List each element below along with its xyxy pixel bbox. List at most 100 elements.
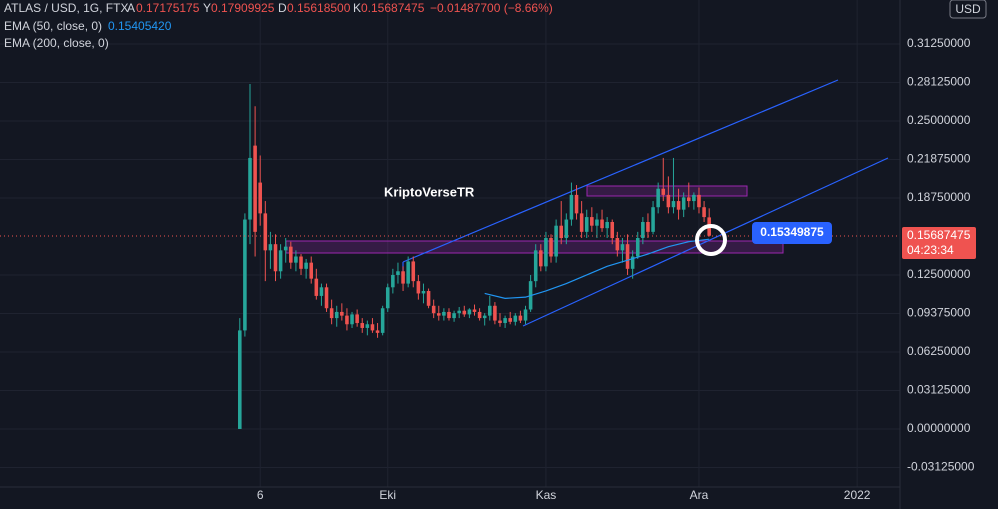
candle-body (661, 188, 666, 195)
legend-key: Y (203, 1, 211, 15)
candle-body (676, 201, 681, 210)
candle-body (477, 311, 482, 319)
candle-body (615, 238, 620, 251)
channel-line (402, 79, 839, 263)
candle-body (651, 207, 655, 232)
candle-body (421, 290, 426, 294)
candle-body (411, 261, 416, 282)
candle-body (513, 315, 518, 322)
candle-body (258, 182, 262, 214)
price-badge (902, 227, 976, 259)
legend-value: 0.17909925 (211, 1, 275, 15)
y-tick-label: 0.25000000 (907, 113, 971, 127)
candle-body (350, 314, 354, 325)
candle-body (590, 217, 594, 226)
candle-body (523, 309, 528, 321)
candle-body (574, 194, 579, 214)
candle-body (355, 314, 359, 324)
candle-body (625, 244, 630, 269)
candle-body (508, 318, 512, 322)
candle-body (666, 194, 671, 208)
candle-body (289, 246, 293, 263)
candle-body (391, 274, 395, 288)
candle-body (605, 222, 609, 229)
candle-body (600, 219, 604, 229)
candle-body (452, 313, 456, 319)
y-tick-label: 0.12500000 (907, 267, 971, 281)
candle-body (385, 287, 390, 309)
candle-body (539, 250, 543, 267)
candle-body (544, 238, 548, 267)
x-tick-label: 6 (257, 488, 264, 502)
zone-rect (586, 185, 748, 197)
candle-body (503, 318, 507, 324)
candle-body (268, 244, 273, 251)
candle-body (273, 244, 278, 272)
candle-body (299, 256, 303, 269)
ema-value: 0.15405420 (108, 19, 172, 33)
candle-body (340, 311, 344, 316)
candle-body (559, 225, 564, 239)
candle-body (595, 219, 599, 226)
y-tick-label: 0.06250000 (907, 344, 971, 358)
legend-value: 0.15687475 (361, 1, 425, 15)
ema-line (484, 238, 710, 299)
channel-line (522, 157, 889, 327)
candle-body (329, 308, 334, 319)
ema-legend: EMA (200, close, 0) (4, 36, 109, 50)
candle-body (630, 256, 635, 269)
candle-body (309, 262, 314, 279)
candle-body (380, 308, 385, 333)
callout-box (752, 222, 832, 244)
candle-body (447, 311, 451, 319)
ema-legend: EMA (50, close, 0) (4, 19, 102, 33)
candle-body (431, 305, 436, 314)
x-tick-label: 2022 (844, 488, 871, 502)
candle-body (610, 222, 615, 239)
candle-body (518, 315, 523, 321)
candle-body (467, 309, 472, 315)
candle-body (692, 194, 696, 202)
highlight-circle (695, 224, 727, 256)
candle-body (416, 281, 421, 294)
candle-body (324, 287, 329, 309)
candle-body (656, 188, 660, 208)
y-axis: 0.31250000 0.28125000 0.25000000 0.21875000… (907, 36, 975, 473)
candle-body (360, 323, 365, 328)
candle-body (370, 324, 375, 331)
candle-body (457, 310, 461, 314)
currency-badge[interactable] (949, 0, 987, 19)
currency[interactable]: USD (955, 2, 981, 16)
y-tick-label: 0.28125000 (907, 75, 971, 89)
candle-body (401, 271, 405, 284)
y-tick-label: 0.00000000 (907, 421, 971, 435)
candle-body (472, 309, 477, 312)
y-tick-label: 0.31250000 (907, 36, 971, 50)
candle-body (294, 256, 298, 263)
symbol: ATLAS / USD, 1G, FTX (4, 1, 128, 15)
candle-body (314, 278, 319, 296)
y-tick-label: 0.18750000 (907, 190, 971, 204)
candle-body (253, 145, 257, 232)
candle-body (238, 330, 242, 429)
candle-body (564, 219, 569, 239)
legend-value: 0.15618500 (287, 1, 351, 15)
candle-body (396, 271, 400, 275)
legend-key: D (278, 1, 287, 15)
callout-text: 0.15349875 (760, 225, 824, 239)
candle-body (442, 311, 446, 316)
candle-body (278, 250, 283, 272)
candle-body (482, 315, 487, 319)
candle-body (697, 194, 701, 208)
x-tick-label: Eki (379, 488, 396, 502)
candle-body (569, 194, 574, 220)
candle-body (549, 238, 553, 257)
y-tick-label: 0.09375000 (907, 306, 971, 320)
watermark: KriptoVerseTR (384, 184, 475, 199)
candle-body (488, 305, 492, 316)
y-tick-label: -0.03125000 (907, 460, 975, 474)
candle-body (319, 287, 324, 296)
candle-body (641, 222, 645, 239)
